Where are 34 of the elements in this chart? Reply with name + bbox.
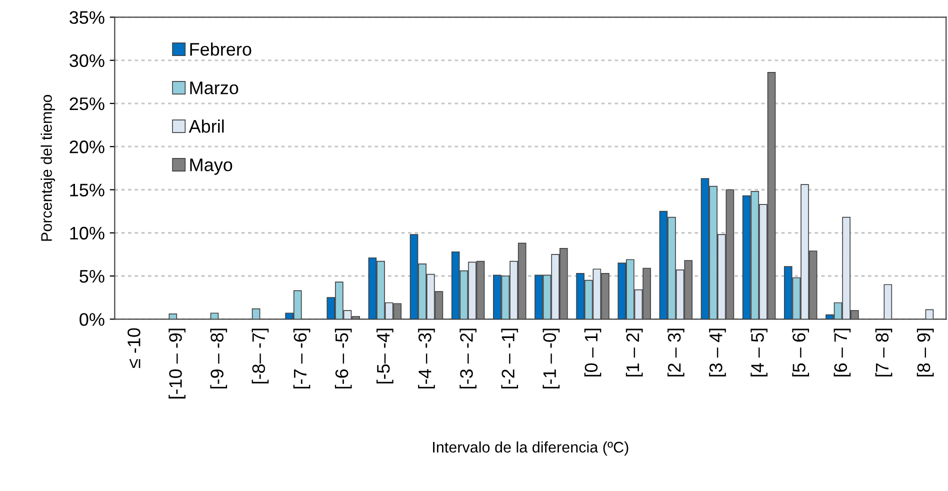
x-axis-title: Intervalo de la diferencia (ºC) bbox=[433, 441, 628, 456]
x-tick-label: [6 – 7] bbox=[834, 328, 851, 376]
x-tick-label: [-2 – -1] bbox=[501, 328, 518, 388]
x-tick-label: [-7 – -6] bbox=[293, 328, 310, 388]
x-tick-label: ≤ -10 bbox=[128, 328, 140, 368]
x-tick-label: [-9 – -8] bbox=[210, 328, 228, 388]
legend-label: Febrero bbox=[190, 42, 252, 56]
legend-label: Abril bbox=[188, 119, 224, 133]
x-tick-label: [-4 – -3] bbox=[418, 328, 435, 388]
x-tick-label: [-8– -7] bbox=[252, 328, 269, 384]
y-tick-label: 30% bbox=[70, 54, 104, 68]
x-tick-label: [3 – 4] bbox=[709, 328, 726, 376]
y-tick-label: 20% bbox=[70, 140, 104, 154]
x-tick-label: [7 – 8] bbox=[875, 328, 892, 376]
x-tick-label: [5 – 6] bbox=[792, 328, 810, 376]
x-tick-label: [4 – 5] bbox=[750, 328, 768, 376]
x-tick-label: [1 – 2] bbox=[626, 328, 643, 376]
x-tick-label: [-10 – -9] bbox=[168, 328, 186, 398]
x-tick-label: [8 – 9] bbox=[916, 328, 934, 376]
x-tick-label: [-1 – -0] bbox=[542, 328, 560, 388]
legend-label: Marzo bbox=[190, 82, 238, 94]
x-tick-label: [0 – 1] bbox=[584, 328, 602, 376]
y-tick-label: 0% bbox=[80, 313, 104, 326]
y-tick-label: 10% bbox=[70, 226, 104, 240]
legend-label: Mayo bbox=[190, 158, 232, 175]
y-tick-label: 5% bbox=[80, 270, 104, 283]
y-axis-title: Porcentaje del tiempo bbox=[40, 94, 55, 241]
x-tick-label: [-3 – -2] bbox=[460, 328, 476, 388]
x-tick-label: [-5– -4] bbox=[376, 328, 394, 384]
x-tick-label: [-6 – -5] bbox=[334, 328, 352, 388]
x-tick-label: [2 – 3] bbox=[667, 328, 684, 376]
y-tick-label: 15% bbox=[70, 184, 104, 196]
y-tick-label: 35% bbox=[70, 11, 104, 24]
y-tick-label: 25% bbox=[70, 97, 104, 110]
